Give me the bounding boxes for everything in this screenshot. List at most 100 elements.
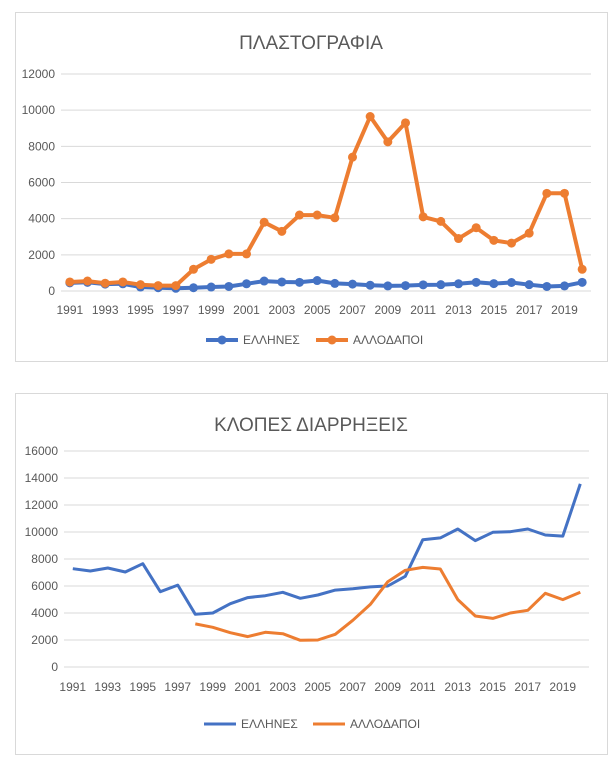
data-point — [577, 264, 587, 274]
y-tick-label: 14000 — [25, 471, 59, 485]
y-tick-label: 2000 — [31, 633, 58, 647]
x-tick-label: 1991 — [56, 303, 83, 317]
x-tick-label: 1993 — [94, 680, 121, 694]
data-point — [542, 281, 552, 291]
data-point — [242, 249, 251, 259]
chart-title: ΚΛΟΠΕΣ ΔΙΑΡΡΗΞΕΙΣ — [214, 415, 408, 436]
chart-title: ΠΛΑΣΤΟΓΡΑΦΙΑ — [239, 33, 383, 54]
legend-label: ΕΛΛΗΝΕΣ — [243, 333, 300, 347]
data-point — [277, 277, 287, 287]
data-point — [206, 282, 216, 292]
data-point — [295, 210, 304, 220]
x-tick-label: 2017 — [516, 303, 543, 317]
data-point — [83, 276, 92, 286]
chart-klopes-diarrixeis: ΚΛΟΠΕΣ ΔΙΑΡΡΗΞΕΙΣ 0 2000 4000 6000 8000 10000 1… — [15, 393, 608, 755]
data-point — [542, 188, 552, 198]
y-tick-label: 6000 — [28, 176, 55, 190]
x-tick-label: 2001 — [233, 303, 260, 317]
data-point — [383, 281, 393, 291]
series-line-allodapoi — [195, 565, 581, 642]
x-tick-label: 2013 — [445, 303, 472, 317]
x-tick-label: 1995 — [127, 303, 154, 317]
data-point — [524, 228, 534, 238]
data-point — [295, 277, 304, 287]
data-point — [418, 212, 428, 222]
data-point — [401, 118, 410, 128]
y-tick-label: 2000 — [28, 248, 55, 262]
data-point — [471, 277, 481, 287]
data-point — [436, 280, 446, 290]
data-point — [206, 254, 216, 264]
data-point — [330, 278, 340, 288]
data-point — [365, 280, 375, 290]
x-tick-label: 1999 — [198, 303, 225, 317]
y-tick-label: 10000 — [25, 525, 59, 539]
x-tick-label: 1997 — [162, 303, 189, 317]
x-tick-label: 2011 — [410, 680, 436, 694]
y-tick-label: 0 — [48, 284, 55, 298]
data-point — [507, 278, 516, 288]
y-tick-label: 8000 — [28, 139, 55, 153]
data-point — [454, 279, 463, 289]
legend-label: ΑΛΛΟΔΑΠΟΙ — [353, 333, 423, 347]
x-tick-label: 2003 — [269, 680, 296, 694]
y-tick-label: 10000 — [22, 103, 56, 117]
data-point — [259, 276, 269, 286]
x-tick-label: 2011 — [410, 303, 436, 317]
series-line-allodapoi — [69, 114, 585, 288]
x-tick-label: 2013 — [444, 680, 471, 694]
chart-plastografia: ΠΛΑΣΤΟΓΡΑΦΙΑ 0 2000 4000 6000 8000 10000 12000 1… — [15, 12, 608, 362]
data-point — [118, 277, 128, 287]
data-point — [224, 281, 234, 291]
data-point — [65, 277, 75, 287]
x-tick-label: 1993 — [92, 303, 119, 317]
y-tick-label: 6000 — [31, 579, 58, 593]
x-tick-label: 2009 — [374, 680, 401, 694]
data-point — [507, 238, 516, 248]
data-point — [189, 283, 198, 293]
data-point — [100, 278, 110, 288]
x-tick-label: 1995 — [129, 680, 156, 694]
x-tick-label: 2001 — [234, 680, 261, 694]
data-point — [471, 223, 481, 233]
x-tick-label: 2007 — [339, 680, 366, 694]
y-tick-label: 4000 — [31, 606, 58, 620]
x-tick-label: 2017 — [514, 680, 541, 694]
x-tick-label: 2019 — [551, 303, 578, 317]
y-tick-label: 12000 — [22, 67, 56, 81]
data-point — [454, 234, 463, 244]
data-point — [436, 216, 446, 226]
y-tick-label: 16000 — [25, 444, 59, 458]
data-point — [489, 279, 499, 289]
y-tick-label: 4000 — [28, 212, 55, 226]
data-point — [560, 281, 569, 291]
data-point — [277, 226, 287, 236]
x-tick-label: 1999 — [199, 680, 226, 694]
data-point — [312, 210, 322, 220]
data-point — [383, 137, 393, 147]
y-tick-label: 12000 — [25, 498, 59, 512]
data-point — [171, 281, 181, 291]
data-point — [524, 280, 534, 290]
data-point — [259, 217, 269, 227]
data-point — [489, 235, 499, 245]
data-point — [136, 280, 145, 290]
legend-marker — [217, 335, 227, 345]
data-point — [153, 281, 163, 291]
legend-marker — [327, 335, 337, 345]
data-point — [242, 279, 251, 289]
x-tick-label: 2015 — [480, 303, 507, 317]
legend-label: ΑΛΛΟΔΑΠΟΙ — [350, 717, 420, 731]
data-point — [418, 280, 428, 290]
data-point — [348, 279, 357, 289]
x-tick-label: 2015 — [479, 680, 506, 694]
y-tick-label: 0 — [51, 660, 58, 674]
legend-label: ΕΛΛΗΝΕΣ — [241, 717, 298, 731]
data-point — [224, 249, 234, 259]
data-point — [330, 213, 340, 223]
x-tick-label: 1997 — [164, 680, 191, 694]
data-point — [560, 188, 569, 198]
x-tick-label: 2005 — [304, 680, 331, 694]
y-tick-label: 8000 — [31, 552, 58, 566]
data-point — [189, 264, 198, 274]
